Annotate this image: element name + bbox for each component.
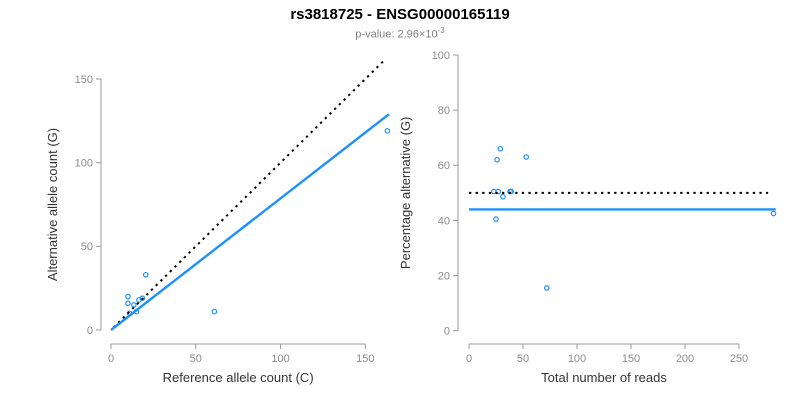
x-tick-label: 0 [108, 353, 114, 365]
x-tick-label: 100 [271, 353, 289, 365]
data-point [500, 193, 506, 200]
chart-subtitle: p-value: 2.96×10-3 [0, 24, 800, 42]
x-tick-label: 50 [190, 353, 202, 365]
y-tick-label: 80 [438, 105, 450, 117]
y-tick-label: 100 [75, 158, 93, 170]
data-point [384, 128, 391, 134]
x-tick-label: 150 [356, 353, 374, 365]
data-point [523, 154, 530, 160]
data-point [211, 308, 218, 315]
y-tick-label: 50 [81, 241, 93, 253]
data-point [770, 210, 777, 217]
x-tick-label: 100 [568, 353, 586, 365]
y-tick-label: 40 [438, 215, 450, 227]
chart-title: rs3818725 - ENSG00000165119 [290, 6, 510, 23]
data-point [125, 300, 131, 307]
data-point [497, 145, 504, 152]
y-axis-title: Alternative allele count (G) [45, 128, 60, 281]
left-plot: 0 50 100 150 0 50 100 150 Reference allele count… [45, 59, 391, 385]
fit-line [110, 113, 390, 331]
identity-line [112, 59, 385, 329]
y-axis-title: Percentage alternative (G) [398, 117, 413, 269]
chart-header: rs3818725 - ENSG00000165119 p-value: 2.9… [0, 0, 800, 42]
data-point [508, 188, 514, 195]
x-tick-label: 150 [622, 353, 640, 365]
x-tick-label: 0 [466, 353, 472, 365]
pvalue-exponent: -3 [437, 26, 445, 35]
x-axis-title: Total number of reads [541, 370, 667, 385]
x-tick-label: 200 [676, 353, 694, 365]
y-tick-label: 150 [75, 74, 93, 86]
y-tick-label: 60 [438, 160, 450, 172]
data-point [495, 188, 501, 195]
data-point [494, 156, 500, 163]
x-tick-label: 250 [730, 353, 748, 365]
data-point [125, 293, 131, 300]
data-point [139, 295, 146, 302]
data-point [131, 302, 137, 308]
x-tick-label: 50 [517, 353, 529, 365]
data-point [493, 216, 499, 222]
y-tick-label: 20 [438, 270, 450, 282]
data-point [543, 285, 550, 291]
pvalue-text: p-value: 2.96×10 [355, 28, 438, 41]
x-axis-title: Reference allele count (C) [163, 370, 314, 385]
y-tick-label: 0 [87, 325, 93, 337]
y-tick-label: 100 [432, 50, 450, 62]
data-point [142, 271, 149, 278]
y-tick-label: 0 [444, 326, 450, 338]
right-plot: 0 20 40 60 80 100 0 50 100 150 200 250 Total number … [398, 50, 777, 385]
